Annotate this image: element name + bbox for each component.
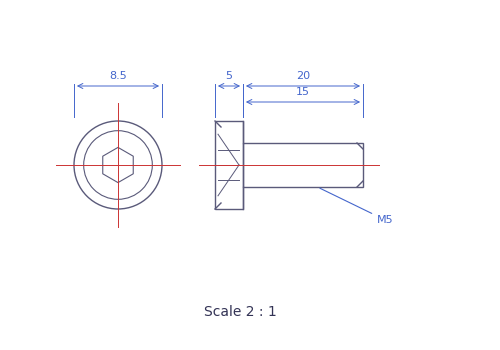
Bar (215, 121, 243, 209)
Text: Scale 2 : 1: Scale 2 : 1 (204, 305, 277, 319)
Text: 8.5: 8.5 (109, 71, 127, 81)
Text: M5: M5 (320, 188, 394, 225)
Text: 5: 5 (226, 71, 232, 81)
Bar (243, 143, 363, 187)
Text: 20: 20 (296, 71, 310, 81)
Text: 15: 15 (296, 87, 310, 97)
